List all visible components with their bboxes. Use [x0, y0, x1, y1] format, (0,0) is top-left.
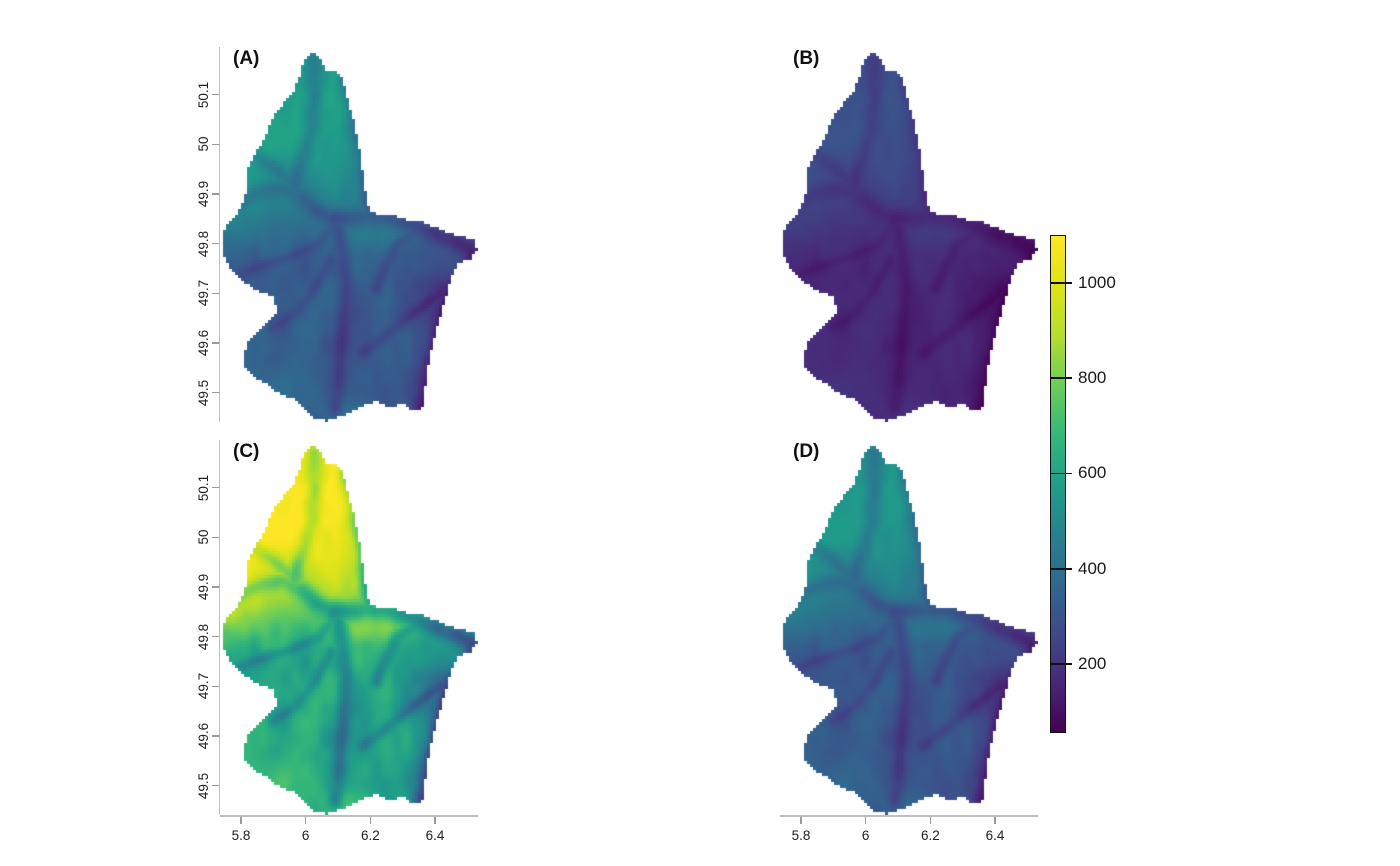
y-tick-mark [211, 635, 219, 638]
colorbar-gradient [1051, 236, 1065, 732]
raster-map-A [220, 47, 478, 422]
colorbar-tick-mark [1050, 377, 1072, 379]
colorbar-tick-mark [1050, 663, 1072, 666]
panel-label-A: (A) [233, 48, 260, 69]
x-tick-label: 6.4 [985, 828, 1005, 843]
y-tick-mark [211, 193, 219, 195]
y-tick-mark [211, 93, 219, 96]
x-tick-mark [369, 816, 372, 824]
panel-C: (C) [220, 440, 478, 815]
x-tick-label: 5.8 [231, 828, 251, 843]
x-tick-mark [240, 816, 242, 824]
x-tick-mark [994, 816, 996, 824]
y-tick-label: 49.5 [196, 379, 211, 406]
colorbar-tick-mark [1050, 281, 1072, 284]
colorbar-tick-mark [1050, 472, 1072, 475]
x-tick-mark [864, 816, 867, 824]
y-tick-mark [211, 342, 219, 344]
x-tick-label: 6 [301, 828, 310, 843]
x-tick-label: 6.2 [360, 828, 380, 843]
y-tick-label: 50 [196, 136, 211, 152]
colorbar-tick-label: 600 [1078, 463, 1107, 483]
y-axis-line-C [218, 440, 220, 815]
y-tick-mark [211, 536, 219, 539]
colorbar-tick-label: 200 [1078, 654, 1107, 674]
y-tick-label: 49.9 [196, 180, 211, 208]
y-tick-label: 49.6 [196, 722, 211, 750]
y-tick-label: 49.7 [196, 280, 211, 307]
x-tick-mark [434, 816, 436, 824]
x-axis-line-D [780, 815, 1038, 817]
y-tick-label: 50 [196, 529, 211, 545]
x-axis-line-C [220, 815, 478, 817]
y-axis-line-A [218, 47, 220, 422]
x-tick-mark [800, 816, 802, 824]
y-tick-label: 49.8 [196, 623, 211, 650]
y-tick-mark [211, 242, 219, 245]
colorbar-tick-label: 400 [1078, 558, 1107, 578]
x-tick-label: 6.4 [425, 828, 445, 843]
y-tick-label: 50.1 [196, 81, 211, 108]
panel-B: (B) [780, 47, 1038, 422]
y-tick-mark [211, 586, 219, 588]
y-tick-mark [211, 486, 219, 489]
y-tick-mark [211, 143, 219, 146]
panel-label-B: (B) [793, 48, 820, 69]
x-tick-label: 5.8 [791, 828, 811, 843]
colorbar-tick-label: 1000 [1078, 272, 1116, 292]
panel-D: (D) [780, 440, 1038, 815]
y-tick-mark [211, 391, 219, 394]
panel-label-D: (D) [793, 441, 820, 462]
raster-map-B [780, 47, 1038, 422]
colorbar-tick-label: 800 [1078, 368, 1107, 388]
y-tick-mark [211, 685, 219, 688]
panel-A: (A) [220, 47, 478, 422]
raster-map-D [780, 440, 1038, 815]
panel-label-C: (C) [233, 441, 260, 462]
raster-map-C [220, 440, 478, 815]
colorbar-tick-mark [1050, 567, 1072, 570]
y-tick-mark [211, 292, 219, 295]
y-tick-label: 49.8 [196, 230, 211, 257]
x-tick-mark [929, 816, 932, 824]
x-tick-mark [304, 816, 307, 824]
x-tick-label: 6 [861, 828, 870, 843]
x-tick-label: 6.2 [920, 828, 940, 843]
y-tick-label: 49.6 [196, 329, 211, 357]
y-tick-label: 49.7 [196, 673, 211, 700]
y-tick-label: 49.9 [196, 573, 211, 601]
colorbar [1050, 235, 1066, 733]
y-tick-label: 50.1 [196, 474, 211, 501]
y-tick-mark [211, 735, 219, 737]
y-tick-label: 49.5 [196, 772, 211, 799]
y-tick-mark [211, 784, 219, 787]
